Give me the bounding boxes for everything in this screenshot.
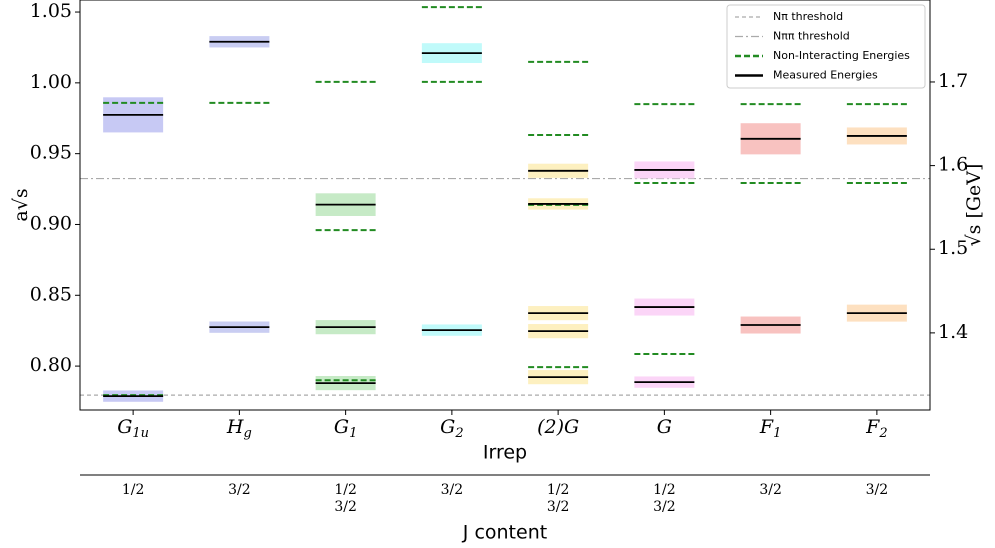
y-axis-label: a√s: [10, 188, 32, 221]
j-label: 3/2: [228, 482, 251, 498]
y-tick-label: 0.85: [30, 283, 72, 305]
x-tick-label-main: (2)G: [537, 416, 579, 438]
legend-box: [726, 4, 926, 89]
y-tick-label: 0.80: [30, 354, 72, 376]
x-tick-label-main: G: [657, 416, 672, 438]
j-label: 3/2: [547, 499, 570, 515]
x-tick-label-sub: 1: [349, 426, 357, 441]
x-tick-label-sub: 2: [878, 426, 887, 441]
x-tick-label-main: G: [334, 416, 349, 438]
x-tick-label: F1: [759, 416, 781, 441]
x-tick-label-sub: 1: [773, 426, 781, 441]
x-tick-label: G2: [440, 416, 463, 441]
y-tick-label: 0.90: [30, 212, 72, 234]
x-tick-label-main: G: [440, 416, 455, 438]
x-tick-label-sub: 1u: [132, 426, 149, 441]
x2-axis-label: J content: [462, 522, 547, 544]
y-tick-label: 0.95: [30, 142, 72, 164]
x-tick-label-main: F: [759, 416, 774, 438]
j-label: 3/2: [866, 482, 889, 498]
x-tick-label: G1u: [117, 416, 149, 441]
j-label: 3/2: [441, 482, 464, 498]
x-tick-label-main: G: [117, 416, 132, 438]
j-label: 3/2: [653, 499, 676, 515]
j-label: 1/2: [547, 482, 570, 498]
x-tick-label: (2)G: [537, 416, 579, 438]
x-tick-label-sub: g: [244, 426, 252, 441]
x-tick-label-main: H: [226, 416, 244, 438]
y2-tick-label: 1.7: [938, 70, 968, 92]
x-tick-label: G: [657, 416, 672, 438]
j-label: 1/2: [334, 482, 357, 498]
legend-label: Non-Interacting Energies: [773, 49, 910, 62]
j-label: 1/2: [653, 482, 676, 498]
y2-tick-label: 1.5: [938, 237, 968, 259]
j-label: 1/2: [122, 482, 145, 498]
y2-tick-label: 1.4: [938, 321, 968, 343]
j-label: 3/2: [759, 482, 782, 498]
legend-label: Nππ threshold: [773, 30, 850, 43]
x-axis-label: Irrep: [483, 442, 527, 464]
y2-tick-label: 1.6: [938, 154, 968, 176]
x-tick-label-main: F: [865, 416, 880, 438]
j-label: 3/2: [334, 499, 357, 515]
plot-frame: [79, 0, 931, 411]
x-tick-label: F2: [865, 416, 887, 441]
x-tick-label: G1: [334, 416, 357, 441]
y2-axis-label: √s [GeV]: [963, 164, 985, 247]
legend-label: Nπ threshold: [773, 10, 843, 23]
x-tick-label: Hg: [226, 416, 252, 441]
y-tick-label: 1.05: [30, 0, 72, 22]
legend-label: Measured Energies: [773, 69, 878, 82]
y-tick-label: 1.00: [30, 71, 72, 93]
x-tick-label-sub: 2: [454, 426, 463, 441]
